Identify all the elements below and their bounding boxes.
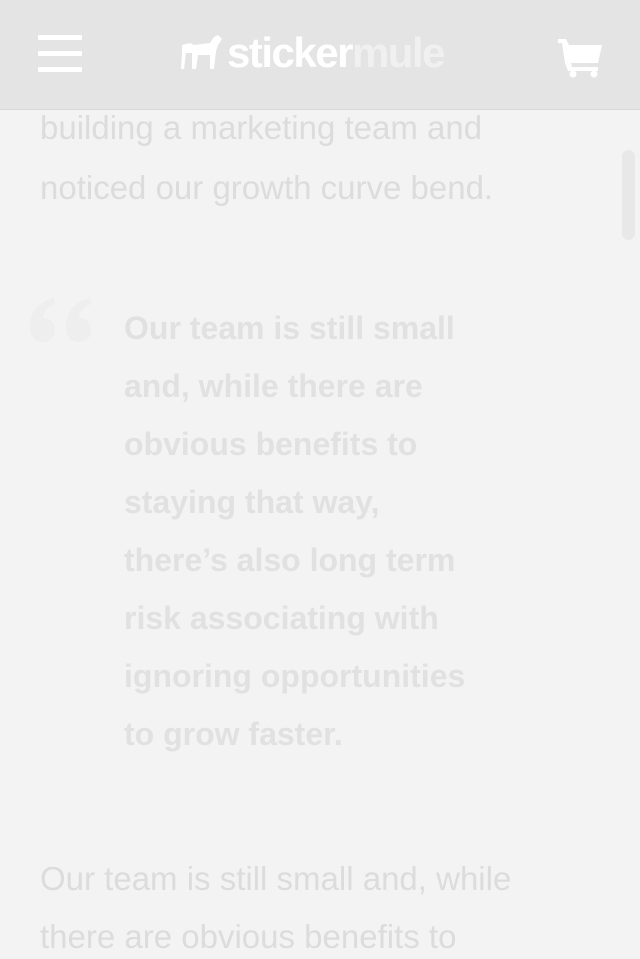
- cart-button[interactable]: [556, 36, 604, 78]
- article-paragraph-top: building a marketing team and noticed ou…: [40, 98, 600, 218]
- quote-mark-icon: [30, 298, 91, 342]
- quote-line: ignoring opportunities: [124, 658, 466, 694]
- hamburger-menu-icon: [38, 35, 82, 40]
- quote-line: there’s also long term: [124, 542, 456, 578]
- pull-quote: Our team is still small and, while there…: [124, 299, 544, 763]
- quote-line: to grow faster.: [124, 716, 343, 752]
- quote-line: risk associating with: [124, 600, 439, 636]
- quote-line: Our team is still small: [124, 310, 455, 346]
- para-line: building a marketing team and: [40, 109, 483, 146]
- quote-line: and, while there are: [124, 368, 423, 404]
- para-line: noticed our growth curve bend.: [40, 169, 494, 206]
- shopping-cart-icon: [558, 39, 602, 78]
- article-paragraph-bottom: Our team is still small and, while there…: [40, 850, 600, 959]
- scrollbar-thumb[interactable]: [622, 150, 635, 240]
- stickermule-logo[interactable]: sticker mule: [180, 29, 446, 76]
- mule-icon: [181, 35, 222, 69]
- menu-button[interactable]: [38, 35, 82, 73]
- logo-text-sticker: sticker: [227, 29, 353, 76]
- para-line: there are obvious benefits to: [40, 918, 457, 955]
- site-header: sticker mule: [0, 0, 640, 110]
- logo-text-mule: mule: [351, 29, 446, 76]
- para-line: Our team is still small and, while: [40, 860, 512, 897]
- quote-line: obvious benefits to: [124, 426, 418, 462]
- quote-line: staying that way,: [124, 484, 380, 520]
